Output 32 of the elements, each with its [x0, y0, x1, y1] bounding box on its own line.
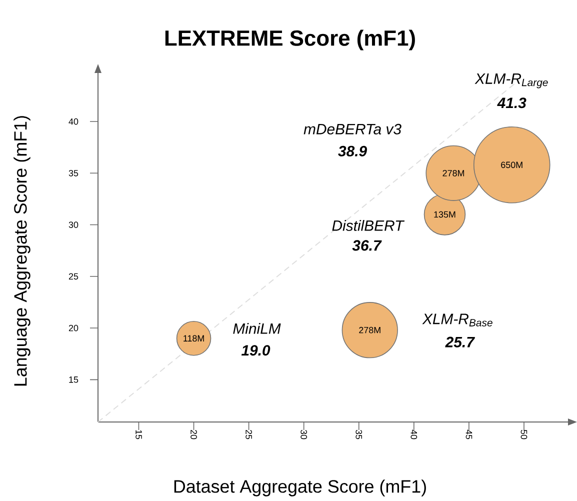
annotation: 278M	[442, 170, 464, 176]
x-tick-label: 40	[410, 430, 418, 440]
chart-title: LEXTREME Score (mF1)	[165, 30, 415, 50]
y-tick-label: 20	[68, 324, 78, 332]
annotation: 650M	[501, 162, 522, 168]
x-tick-label: 30	[300, 430, 308, 440]
y-tick-label: 40	[68, 118, 78, 125]
annotation: 135M	[434, 211, 456, 218]
annotation: DistilBERT	[332, 220, 405, 231]
y-axis-title: Language Aggregate Score (mF1)	[14, 116, 30, 386]
y-tick-label: 25	[68, 273, 78, 280]
x-tick-label: 20	[190, 430, 197, 440]
annotation: 25.7	[445, 336, 475, 348]
x-tick-label: 15	[136, 430, 142, 440]
annotation: 41.3	[497, 98, 526, 108]
x-tick-label: 25	[246, 430, 252, 440]
y-tick-label: 35	[68, 170, 78, 176]
y-tick-label: 15	[69, 376, 78, 383]
annotation: mDeBERTa v3	[304, 124, 402, 134]
annotation: XLM-R$_{Large}$	[474, 74, 548, 88]
annotation: 38.9	[338, 146, 367, 156]
annotation: 118M	[184, 335, 204, 342]
x-tick-label: 45	[466, 430, 472, 440]
annotation: XLM-R$_{Base}$	[422, 314, 492, 326]
x-tick-label: 50	[520, 430, 528, 440]
y-tick-label: 30	[68, 222, 78, 228]
annotation: 36.7	[352, 240, 382, 251]
x-tick-label: 35	[356, 430, 362, 440]
annotation: 278M	[359, 326, 380, 334]
annotation: MiniLM	[233, 322, 281, 334]
annotation: 19.0	[241, 345, 270, 356]
x-axis-title: Dataset Aggregate Score (mF1)	[174, 480, 426, 496]
